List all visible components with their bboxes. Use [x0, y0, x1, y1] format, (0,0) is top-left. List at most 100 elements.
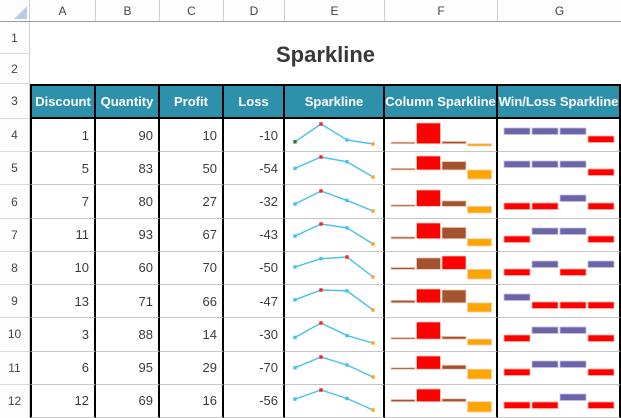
cell-quantity[interactable]: 88 — [96, 318, 160, 352]
line-sparkline-icon — [293, 155, 375, 180]
winloss-sparkline-icon — [503, 227, 615, 243]
line-sparkline-icon — [293, 288, 375, 312]
cell-winloss-sparkline[interactable] — [498, 152, 621, 186]
cell-quantity[interactable]: 69 — [96, 384, 160, 418]
winloss-sparkline-icon — [503, 127, 615, 144]
header-cell-quantity[interactable]: Quantity — [96, 84, 160, 119]
header-cell-column-sparkline[interactable]: Column Sparkline — [385, 84, 498, 119]
cell-loss[interactable]: -30 — [224, 318, 285, 352]
winloss-sparkline-icon — [503, 194, 615, 210]
cell-discount[interactable]: 7 — [30, 185, 96, 219]
cell-winloss-sparkline[interactable] — [498, 119, 621, 153]
column-header-B[interactable]: B — [96, 0, 160, 21]
select-all-button[interactable] — [0, 0, 30, 21]
cell-discount[interactable]: 5 — [30, 152, 96, 186]
header-cell-discount[interactable]: Discount — [30, 84, 96, 119]
cell-profit[interactable]: 67 — [160, 218, 224, 252]
cell-column-sparkline[interactable] — [385, 119, 498, 153]
cell-winloss-sparkline[interactable] — [498, 318, 621, 352]
row-header-9[interactable]: 9 — [0, 285, 30, 319]
cell-line-sparkline[interactable] — [285, 384, 385, 418]
header-cell-loss[interactable]: Loss — [224, 84, 285, 119]
cell-winloss-sparkline[interactable] — [498, 185, 621, 219]
winloss-sparkline-icon — [503, 260, 615, 276]
row-header-7[interactable]: 7 — [0, 218, 30, 252]
cell-column-sparkline[interactable] — [385, 152, 498, 186]
column-header-A[interactable]: A — [30, 0, 96, 21]
cell-quantity[interactable]: 60 — [96, 251, 160, 286]
cell-column-sparkline[interactable] — [385, 318, 498, 352]
cell-column-sparkline[interactable] — [385, 251, 498, 286]
cell-loss[interactable]: -47 — [224, 285, 285, 319]
cell-line-sparkline[interactable] — [285, 351, 385, 385]
cell-loss[interactable]: -54 — [224, 152, 285, 186]
cell-line-sparkline[interactable] — [285, 119, 385, 153]
line-sparkline-icon — [293, 222, 375, 246]
cell-line-sparkline[interactable] — [285, 152, 385, 186]
cell-profit[interactable]: 70 — [160, 251, 224, 286]
row-header-4[interactable]: 4 — [0, 119, 30, 153]
row-header-12[interactable]: 12 — [0, 384, 30, 418]
cell-profit[interactable]: 27 — [160, 185, 224, 219]
page-title[interactable]: Sparkline — [275, 42, 376, 67]
cell-winloss-sparkline[interactable] — [498, 285, 621, 319]
cell-loss[interactable]: -32 — [224, 185, 285, 219]
cell-line-sparkline[interactable] — [285, 285, 385, 319]
cell-loss[interactable]: -43 — [224, 218, 285, 252]
row-header-3[interactable]: 3 — [0, 84, 30, 119]
cell-discount[interactable]: 1 — [30, 119, 96, 153]
cell-column-sparkline[interactable] — [385, 218, 498, 252]
cell-column-sparkline[interactable] — [385, 285, 498, 319]
cell-quantity[interactable]: 90 — [96, 119, 160, 153]
cell-column-sparkline[interactable] — [385, 351, 498, 385]
header-cell-sparkline[interactable]: Sparkline — [285, 84, 385, 119]
column-header-C[interactable]: C — [160, 0, 224, 21]
row-header-6[interactable]: 6 — [0, 185, 30, 219]
row-header-11[interactable]: 11 — [0, 351, 30, 385]
cell-line-sparkline[interactable] — [285, 185, 385, 219]
cell-discount[interactable]: 13 — [30, 285, 96, 319]
column-header-G[interactable]: G — [554, 3, 565, 18]
cell-profit[interactable]: 66 — [160, 285, 224, 319]
header-cell-profit[interactable]: Profit — [160, 84, 224, 119]
cell-loss[interactable]: -70 — [224, 351, 285, 385]
cell-loss[interactable]: -10 — [224, 119, 285, 153]
cell-winloss-sparkline[interactable] — [498, 218, 621, 252]
cell-quantity[interactable]: 95 — [96, 351, 160, 385]
row-header-10[interactable]: 10 — [0, 318, 30, 352]
cell-discount[interactable]: 11 — [30, 218, 96, 252]
cell-winloss-sparkline[interactable] — [498, 251, 621, 286]
cell-winloss-sparkline[interactable] — [498, 351, 621, 385]
cell-quantity[interactable]: 71 — [96, 285, 160, 319]
header-cell-winloss-sparkline[interactable]: Win/Loss Sparkline — [498, 84, 621, 119]
cell-discount[interactable]: 10 — [30, 251, 96, 286]
cell-profit[interactable]: 14 — [160, 318, 224, 352]
cell-profit[interactable]: 29 — [160, 351, 224, 385]
cell-loss[interactable]: -50 — [224, 251, 285, 286]
cell-discount[interactable]: 12 — [30, 384, 96, 418]
cell-profit[interactable]: 50 — [160, 152, 224, 186]
cell-profit[interactable]: 16 — [160, 384, 224, 418]
cell-line-sparkline[interactable] — [285, 318, 385, 352]
row-header-2[interactable]: 2 — [0, 54, 30, 84]
cell-profit[interactable]: 10 — [160, 119, 224, 153]
cell-loss[interactable]: -56 — [224, 384, 285, 418]
row-header-8[interactable]: 8 — [0, 251, 30, 286]
cell-quantity[interactable]: 83 — [96, 152, 160, 186]
line-sparkline-icon — [293, 255, 375, 279]
cell-quantity[interactable]: 80 — [96, 185, 160, 219]
cell-winloss-sparkline[interactable] — [498, 384, 621, 418]
cell-discount[interactable]: 3 — [30, 318, 96, 352]
column-header-D[interactable]: D — [224, 0, 285, 21]
column-header-F[interactable]: F — [385, 0, 498, 21]
cell-quantity[interactable]: 93 — [96, 218, 160, 252]
cell-discount[interactable]: 6 — [30, 351, 96, 385]
cell-column-sparkline[interactable] — [385, 185, 498, 219]
line-sparkline-icon — [293, 122, 375, 146]
cell-column-sparkline[interactable] — [385, 384, 498, 418]
row-header-5[interactable]: 5 — [0, 152, 30, 186]
row-header-1[interactable]: 1 — [0, 22, 30, 54]
cell-line-sparkline[interactable] — [285, 218, 385, 252]
column-header-E[interactable]: E — [285, 0, 385, 21]
cell-line-sparkline[interactable] — [285, 251, 385, 286]
